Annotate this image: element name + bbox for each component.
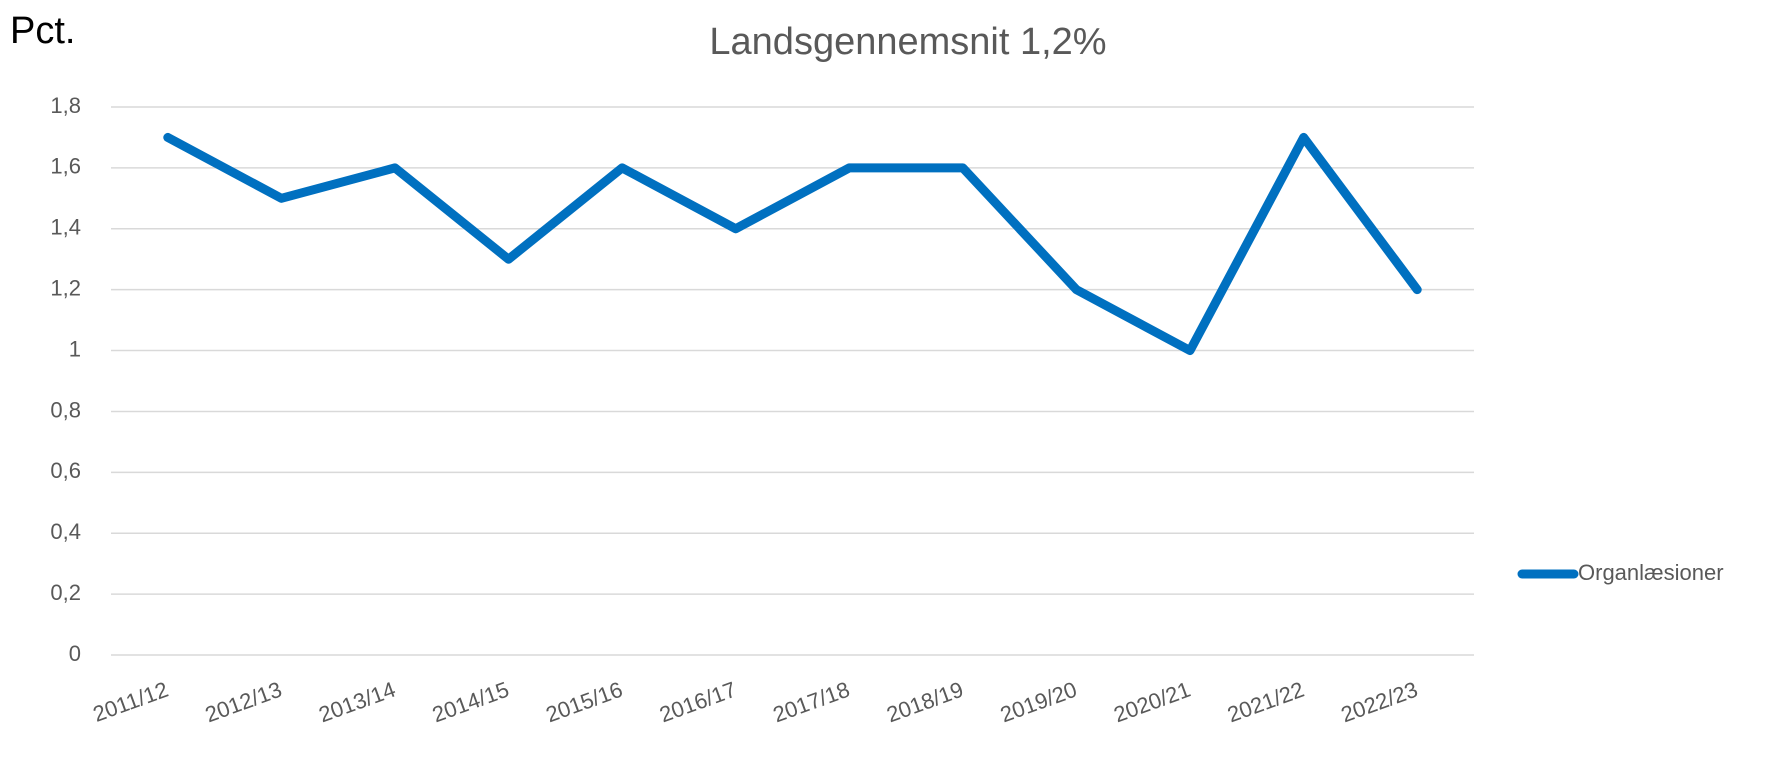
y-tick-label: 1 (69, 336, 81, 361)
x-tick-label: 2015/16 (543, 677, 626, 728)
x-tick-label: 2022/23 (1338, 677, 1421, 728)
y-tick-label: 0,4 (50, 519, 81, 544)
legend-label: Organlæsioner (1578, 560, 1724, 585)
x-tick-label: 2012/13 (202, 677, 285, 728)
x-tick-label: 2021/22 (1224, 677, 1307, 728)
x-tick-label: 2011/12 (90, 677, 172, 727)
y-tick-label: 0,2 (50, 580, 81, 605)
y-tick-label: 1,2 (50, 275, 81, 300)
line-series (163, 132, 1422, 356)
y-tick-label: 1,8 (50, 93, 81, 118)
y-tick-label: 1,4 (50, 215, 81, 240)
y-tick-label: 0,6 (50, 458, 81, 483)
x-tick-label: 2013/14 (315, 677, 398, 728)
x-tick-label: 2014/15 (429, 677, 512, 728)
y-tick-label: 0,8 (50, 397, 81, 422)
y-tick-label: 1,6 (50, 154, 81, 179)
y-axis-label: Pct. (10, 10, 75, 52)
x-tick-label: 2020/21 (1110, 677, 1193, 728)
x-tick-label: 2016/17 (656, 677, 739, 728)
x-tick-label: 2019/20 (997, 677, 1080, 728)
chart-title: Landsgennemsnit 1,2% (709, 21, 1106, 63)
x-tick-label: 2018/19 (883, 677, 966, 728)
y-tick-label: 0 (69, 641, 81, 666)
x-tick-label: 2017/18 (770, 677, 853, 728)
